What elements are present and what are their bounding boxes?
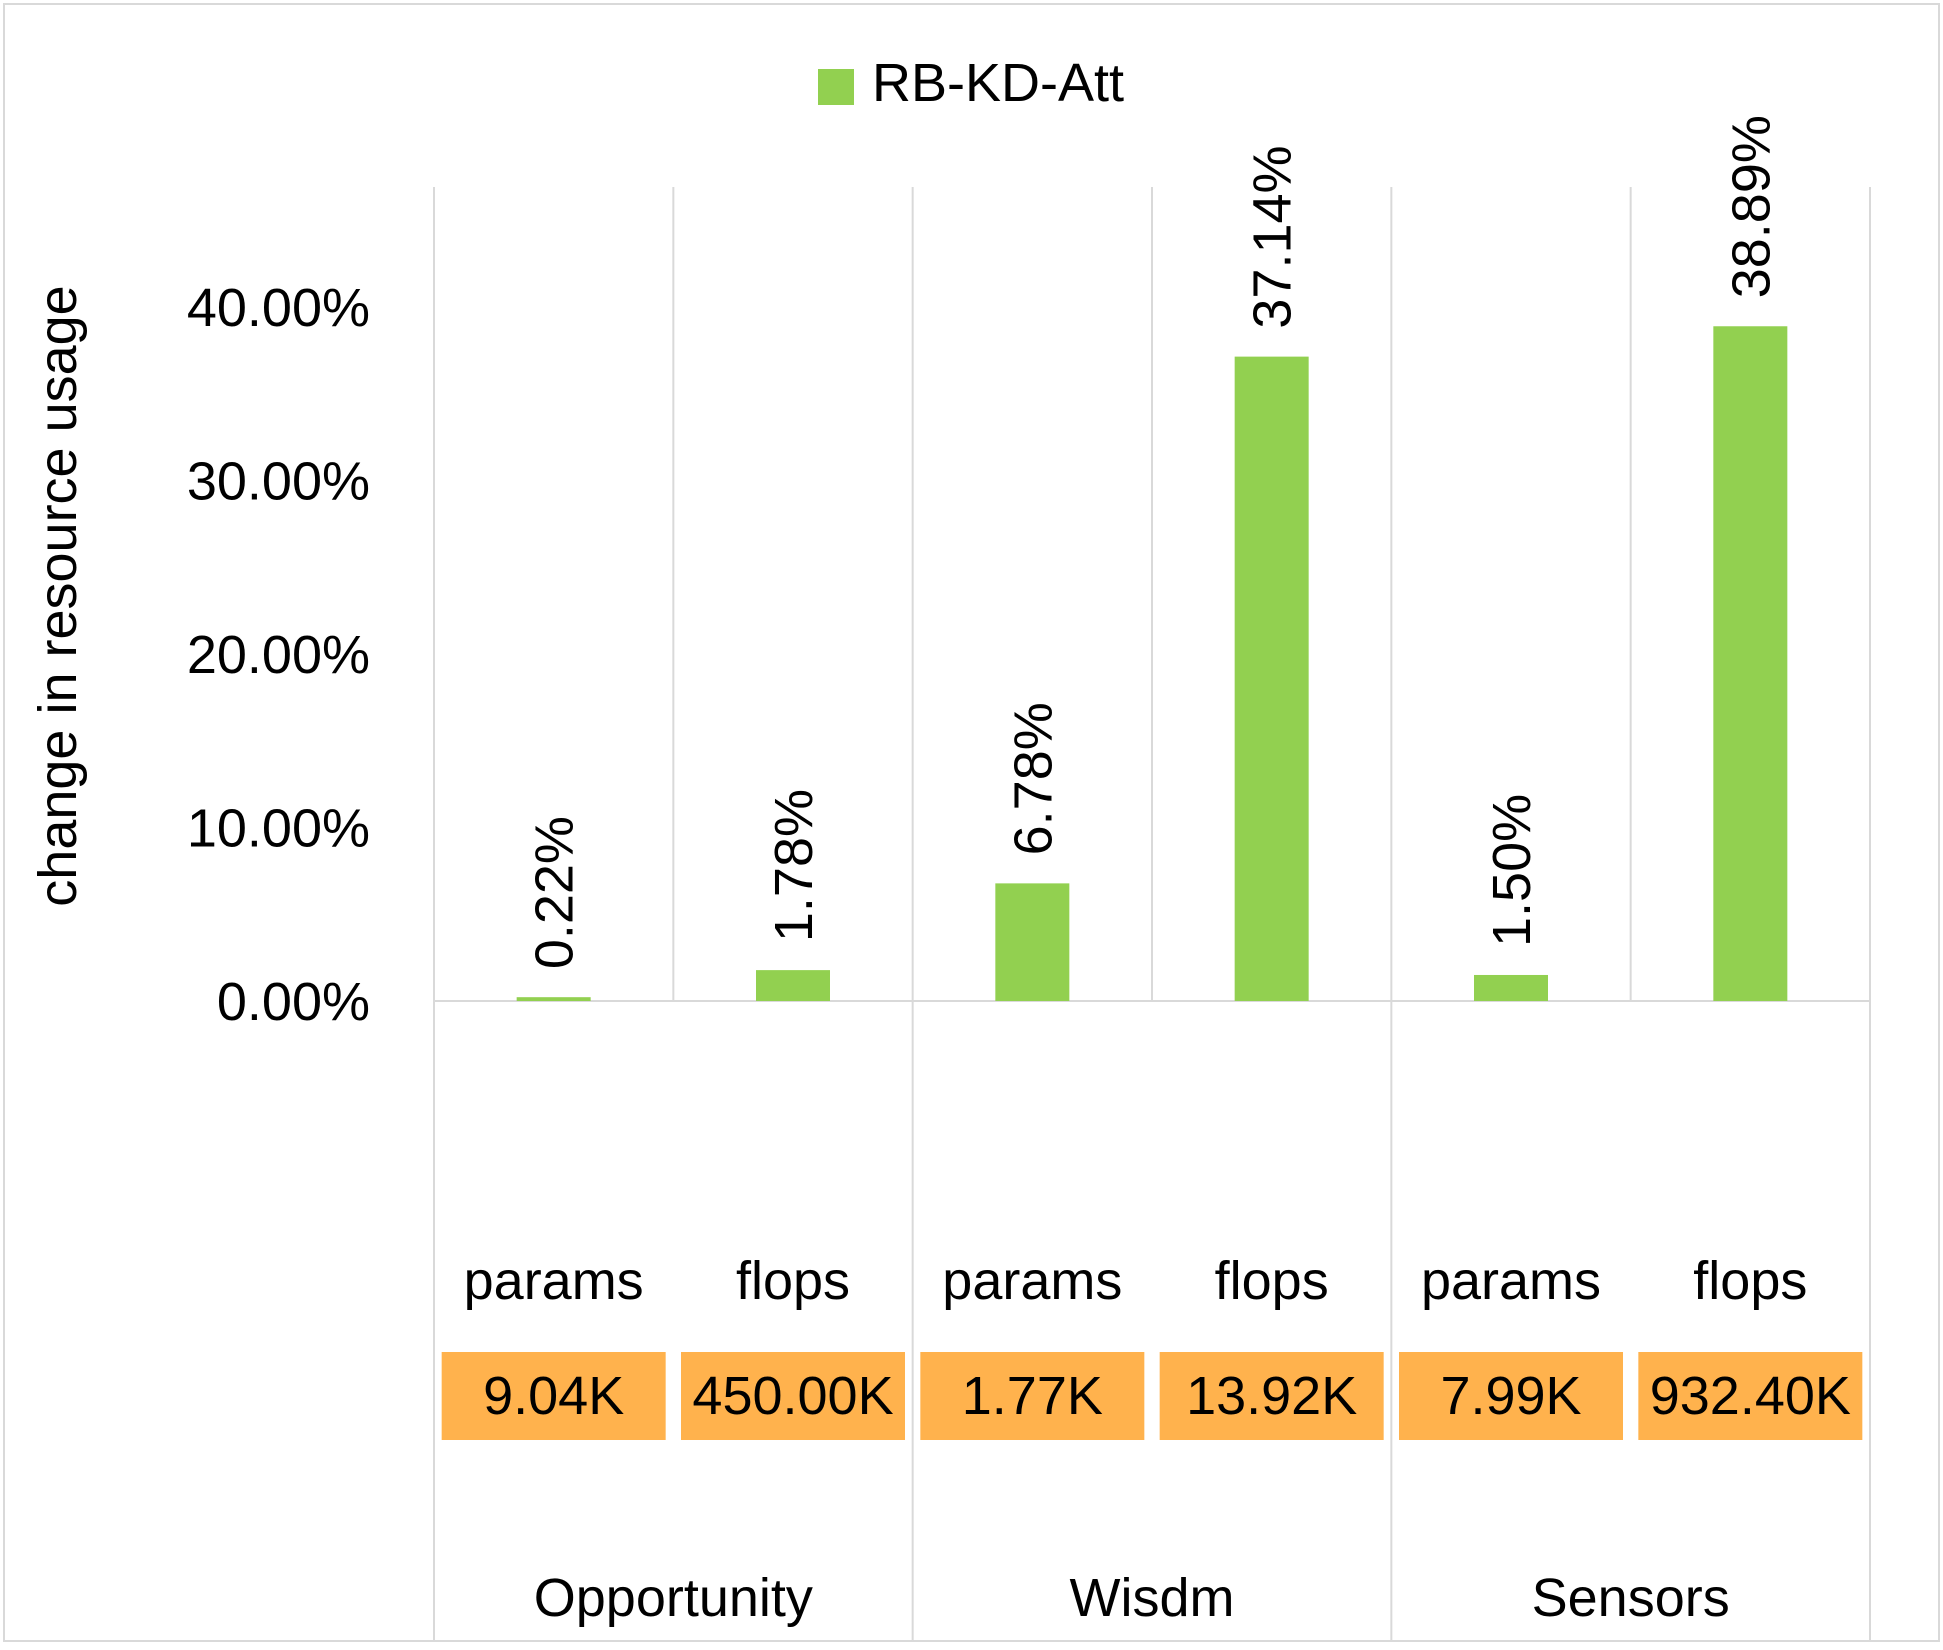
data-label: 1.78% <box>764 789 824 942</box>
resource-box <box>1638 1352 1863 1440</box>
x-subcategory-label: params <box>942 1251 1122 1311</box>
resource-value: 7.99K <box>1440 1366 1581 1426</box>
x-subcategory-label: flops <box>736 1251 850 1311</box>
resource-box <box>920 1352 1145 1440</box>
x-subcategory-label: flops <box>1693 1251 1807 1311</box>
grid-lines <box>433 187 1871 1641</box>
x-group-label: Wisdm <box>1070 1568 1235 1628</box>
data-label: 6.78% <box>1003 702 1063 855</box>
x-subcategory-label: params <box>464 1251 644 1311</box>
data-labels: 0.22% 1.78% 6.78% 37.14% 1.50% 38.89% <box>525 115 1782 969</box>
resource-value: 932.40K <box>1650 1366 1851 1426</box>
x-group-label: Opportunity <box>534 1568 813 1628</box>
bar <box>516 997 591 1001</box>
y-tick-label: 20.00% <box>187 625 370 685</box>
y-axis-ticks: 0.00% 10.00% 20.00% 30.00% 40.00% <box>187 278 370 1032</box>
resource-box <box>1159 1352 1384 1440</box>
resource-box <box>441 1352 666 1440</box>
x-subcategory-label: params <box>1421 1251 1601 1311</box>
y-axis-title: change in resource usage <box>28 285 88 906</box>
resource-box <box>1399 1352 1623 1440</box>
y-tick-label: 0.00% <box>217 972 370 1032</box>
resource-value: 450.00K <box>692 1366 893 1426</box>
x-group-label: Sensors <box>1532 1568 1730 1628</box>
bar <box>1713 326 1788 1001</box>
data-label: 1.50% <box>1482 794 1542 947</box>
bar <box>995 883 1070 1001</box>
data-label: 37.14% <box>1243 145 1303 328</box>
legend: RB-KD-Att <box>818 53 1124 113</box>
data-label: 38.89% <box>1721 115 1781 298</box>
y-tick-label: 40.00% <box>187 278 370 338</box>
bar <box>756 970 830 1001</box>
legend-label: RB-KD-Att <box>872 53 1124 113</box>
x-axis-categories: params 9.04K flops 450.00K Opportunity params… <box>441 1251 1863 1628</box>
data-label: 0.22% <box>525 816 585 969</box>
resource-box <box>681 1352 905 1440</box>
x-subcategory-label: flops <box>1215 1251 1329 1311</box>
resource-value: 13.92K <box>1186 1366 1357 1426</box>
bar <box>1474 974 1548 1001</box>
legend-swatch <box>818 69 854 105</box>
resource-value: 9.04K <box>483 1366 624 1426</box>
bars <box>516 326 1788 1002</box>
y-tick-label: 30.00% <box>187 452 370 512</box>
resource-value: 1.77K <box>962 1366 1103 1426</box>
y-tick-label: 10.00% <box>187 799 370 859</box>
bar <box>1234 356 1309 1002</box>
